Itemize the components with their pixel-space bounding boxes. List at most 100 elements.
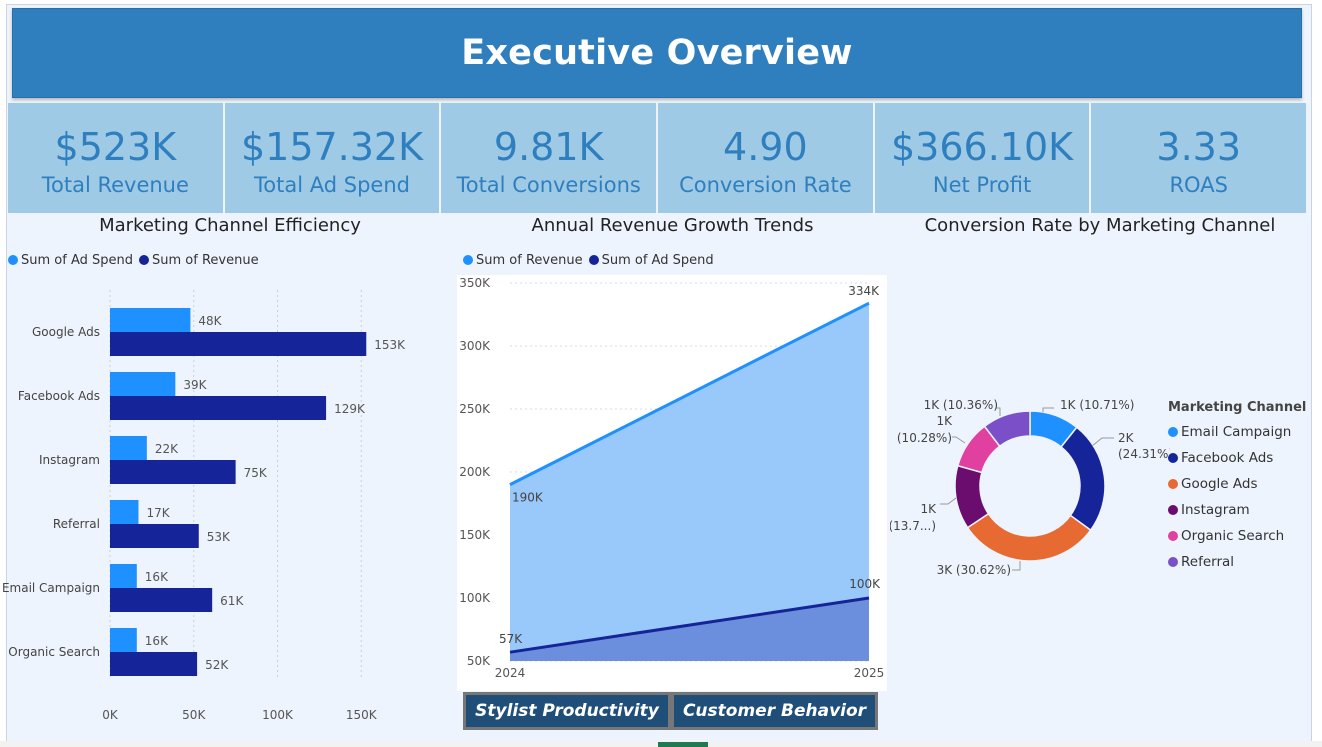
legend-label: Email Campaign [1181, 424, 1292, 440]
legend-item-referral[interactable]: Referral [1168, 549, 1306, 575]
legend-label: Organic Search [1181, 528, 1285, 544]
data-label: 52K [205, 658, 229, 672]
kpi-label: ROAS [1169, 173, 1228, 197]
data-label: 53K [207, 530, 231, 544]
donut-legend: Marketing Channel Email Campaign Faceboo… [1168, 400, 1306, 575]
kpi-card-total-conversions[interactable]: 9.81K Total Conversions [441, 103, 659, 213]
donut-slice [966, 512, 1092, 562]
legend-label: Sum of Revenue [476, 253, 583, 268]
legend-dot-icon [463, 255, 473, 265]
leader-line [940, 497, 957, 505]
kpi-label: Conversion Rate [679, 173, 852, 197]
legend-item-organic-search[interactable]: Organic Search [1168, 523, 1306, 549]
data-label: 17K [146, 506, 170, 520]
legend-dot-icon [8, 255, 18, 265]
data-label: 190K [512, 491, 544, 505]
legend-label: Sum of Ad Spend [21, 253, 133, 268]
x-tick-label: 2024 [495, 666, 526, 680]
kpi-card-roas[interactable]: 3.33 ROAS [1091, 103, 1307, 213]
legend-item-facebook-ads[interactable]: Facebook Ads [1168, 445, 1306, 471]
data-label: 22K [155, 442, 179, 456]
bar-chart: 0K 50K 100K 150K Google Ads 48K 153K Facebook A… [2, 290, 406, 722]
legend-item-google-ads[interactable]: Google Ads [1168, 471, 1306, 497]
category-label: Organic Search [8, 645, 100, 659]
kpi-label: Total Ad Spend [254, 173, 410, 197]
line-ad-spend [509, 596, 870, 654]
legend-item-instagram[interactable]: Instagram [1168, 497, 1306, 523]
data-label: 334K [848, 284, 880, 298]
legend-label: Google Ads [1181, 476, 1258, 492]
y-tick-label: 50K [467, 654, 491, 668]
leader-line [952, 436, 966, 444]
kpi-value: 4.90 [723, 125, 808, 169]
legend-dot-icon [1168, 531, 1178, 541]
bar-ad-spend [110, 500, 139, 524]
legend-title: Marketing Channel [1168, 400, 1307, 415]
data-label: 153K [374, 338, 406, 352]
x-tick-label: 50K [182, 708, 206, 722]
bar-revenue [110, 460, 236, 484]
line-revenue [509, 301, 870, 486]
legend-label: Sum of Revenue [152, 253, 259, 268]
kpi-label: Total Conversions [456, 173, 641, 197]
y-tick-label: 100K [459, 591, 491, 605]
donut-slice [983, 410, 1031, 448]
donut-chart-title: Conversion Rate by Marketing Channel [924, 215, 1276, 236]
category-label: Facebook Ads [18, 389, 100, 403]
bar-chart-legend: Sum of Ad Spend Sum of Revenue [8, 253, 259, 268]
legend-item-ad-spend[interactable]: Sum of Ad Spend [588, 253, 714, 268]
bar-revenue [110, 332, 367, 356]
kpi-card-conversion-rate[interactable]: 4.90 Conversion Rate [658, 103, 875, 213]
data-label: 1K (10.71%) [1060, 398, 1134, 412]
kpi-label: Total Revenue [41, 173, 189, 197]
bar-ad-spend [110, 564, 137, 588]
legend-dot-icon [1168, 427, 1178, 437]
stylist-productivity-button[interactable]: Stylist Productivity [463, 692, 671, 730]
legend-item-email-campaign[interactable]: Email Campaign [1168, 419, 1306, 445]
area-ad-spend [510, 598, 869, 661]
category-label: Google Ads [32, 325, 100, 339]
kpi-value: 9.81K [493, 125, 604, 169]
kpi-label: Net Profit [932, 173, 1032, 197]
category-label: Email Campaign [2, 581, 100, 595]
leader-line [1012, 561, 1021, 571]
legend-label: Sum of Ad Spend [601, 253, 714, 268]
bar-revenue [110, 588, 213, 612]
x-tick-label: 150K [346, 708, 378, 722]
leader-line [1091, 437, 1114, 447]
legend-item-revenue[interactable]: Sum of Revenue [139, 253, 259, 268]
bar-revenue [110, 396, 327, 420]
data-label: 16K [145, 570, 169, 584]
page-title: Executive Overview [461, 33, 853, 73]
kpi-value: $523K [54, 125, 177, 169]
data-label: 1K (10.36%) [924, 398, 998, 412]
x-tick-label: 2025 [854, 666, 885, 680]
report-header: Executive Overview [12, 8, 1302, 98]
bar-chart-title: Marketing Channel Efficiency [99, 215, 361, 236]
kpi-value: 3.33 [1156, 125, 1241, 169]
donut-slice [1060, 426, 1106, 532]
legend-label: Facebook Ads [1181, 450, 1274, 466]
kpi-value: $366.10K [890, 125, 1074, 169]
legend-label: Instagram [1181, 502, 1250, 518]
bar-revenue [110, 652, 198, 676]
data-label: 48K [198, 314, 222, 328]
bar-ad-spend [110, 436, 147, 460]
area-chart-legend: Sum of Revenue Sum of Ad Spend [463, 253, 714, 268]
y-tick-label: 350K [459, 276, 491, 290]
legend-item-revenue[interactable]: Sum of Revenue [463, 253, 583, 268]
bar-ad-spend [110, 372, 176, 396]
area-revenue [510, 303, 869, 661]
data-label: (24.31%) [1118, 447, 1170, 461]
category-label: Referral [53, 517, 100, 531]
kpi-row: $523K Total Revenue $157.32K Total Ad Sp… [8, 103, 1307, 213]
kpi-card-net-profit[interactable]: $366.10K Net Profit [874, 103, 1092, 213]
customer-behavior-button[interactable]: Customer Behavior [671, 692, 878, 730]
kpi-card-total-ad-spend[interactable]: $157.32K Total Ad Spend [224, 103, 442, 213]
active-page-tab[interactable] [658, 742, 708, 747]
kpi-card-total-revenue[interactable]: $523K Total Revenue [8, 103, 225, 213]
legend-item-ad-spend[interactable]: Sum of Ad Spend [8, 253, 133, 268]
category-label: Instagram [39, 453, 100, 467]
y-tick-label: 150K [459, 528, 491, 542]
legend-label: Referral [1181, 554, 1235, 570]
